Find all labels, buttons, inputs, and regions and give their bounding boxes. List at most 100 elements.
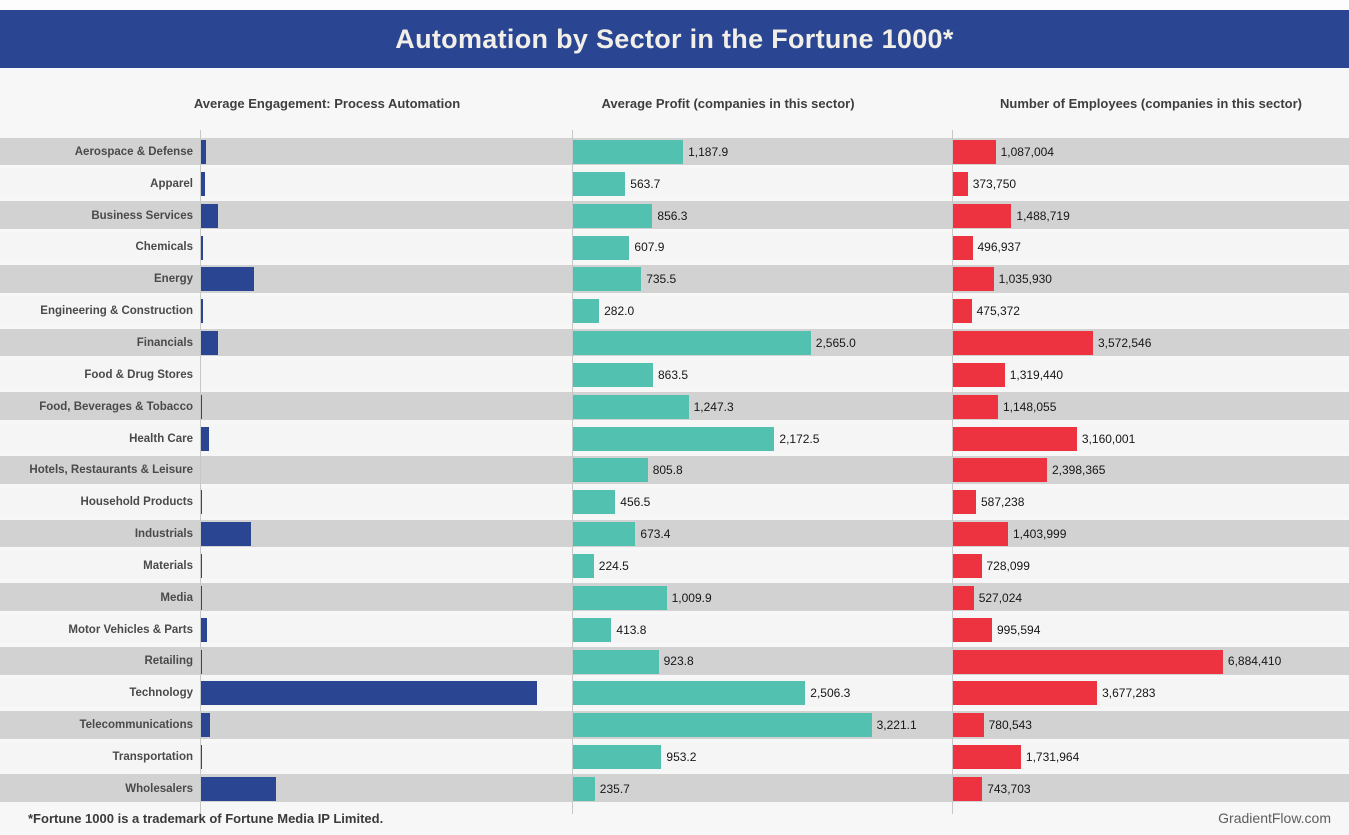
sector-row-engineering-construction: Engineering & Construction 282.0 475,372: [0, 295, 1349, 327]
row-stripe: [0, 487, 1349, 516]
sector-label: Telecommunications: [79, 719, 193, 732]
sector-row-industrials: Industrials 673.4 1,403,999: [0, 518, 1349, 550]
profit-value: 282.0: [604, 304, 635, 319]
employees-value: 3,677,283: [1102, 686, 1156, 701]
employees-value: 1,087,004: [1000, 144, 1054, 159]
profit-value: 1,187.9: [688, 144, 729, 159]
engagement-bar: [201, 426, 210, 451]
profit-bar: [573, 713, 872, 738]
employees-bar: [953, 299, 972, 324]
profit-bar: [573, 299, 600, 324]
profit-bar: [573, 458, 648, 483]
profit-bar: [573, 617, 612, 642]
employees-bar: [953, 203, 1012, 228]
sector-label: Chemicals: [135, 241, 193, 254]
engagement-bar: [201, 617, 207, 642]
employees-bar: [953, 681, 1098, 706]
column-header-engagement: Average Engagement: Process Automation: [193, 96, 461, 111]
sector-row-media: Media 1,009.9 527,024: [0, 582, 1349, 614]
sector-row-telecommunications: Telecommunications 3,221.1 780,543: [0, 709, 1349, 741]
employees-bar: [953, 426, 1077, 451]
engagement-bar: [201, 267, 255, 292]
profit-bar: [573, 362, 653, 387]
profit-value: 673.4: [640, 527, 671, 542]
sector-row-apparel: Apparel 563.7 373,750: [0, 168, 1349, 200]
employees-value: 496,937: [977, 240, 1021, 255]
profit-value: 805.8: [652, 463, 683, 478]
profit-value: 563.7: [630, 176, 661, 191]
engagement-bar: [201, 681, 537, 706]
profit-value: 923.8: [663, 654, 694, 669]
engagement-bar: [201, 394, 203, 419]
sector-row-aerospace-defense: Aerospace & Defense 1,187.9 1,087,004: [0, 136, 1349, 168]
chart-rows: Aerospace & Defense 1,187.9 1,087,004 Appar…: [0, 136, 1349, 805]
engagement-bar: [201, 235, 203, 260]
profit-bar: [573, 331, 811, 356]
profit-value: 2,565.0: [815, 335, 856, 350]
employees-bar: [953, 776, 983, 801]
column-header-profit: Average Profit (companies in this sector…: [601, 96, 855, 111]
employees-value: 1,148,055: [1003, 399, 1057, 414]
engagement-bar: [201, 299, 203, 324]
profit-value: 2,506.3: [810, 686, 851, 701]
profit-bar: [573, 681, 806, 706]
sector-row-financials: Financials 2,565.0 3,572,546: [0, 327, 1349, 359]
employees-value: 3,160,001: [1081, 431, 1136, 446]
employees-bar: [953, 585, 974, 610]
employees-bar: [953, 713, 984, 738]
column-header-employees: Number of Employees (companies in this s…: [1000, 96, 1302, 111]
employees-value: 373,750: [972, 176, 1017, 191]
sector-row-chemicals: Chemicals 607.9 496,937: [0, 232, 1349, 264]
profit-bar: [573, 171, 626, 196]
profit-value: 1,247.3: [693, 399, 734, 414]
employees-bar: [953, 490, 976, 515]
engagement-bar: [201, 745, 203, 770]
sector-label: Engineering & Construction: [40, 305, 193, 318]
sector-label: Media: [160, 591, 193, 604]
sector-label: Financials: [136, 336, 193, 349]
employees-axis-line: [952, 130, 953, 814]
employees-value: 2,398,365: [1052, 463, 1106, 478]
sector-label: Energy: [154, 273, 193, 286]
employees-value: 6,884,410: [1227, 654, 1282, 669]
sector-row-food-beverages-tobacco: Food, Beverages & Tobacco 1,247.3 1,148,05…: [0, 391, 1349, 423]
profit-bar: [573, 426, 775, 451]
employees-bar: [953, 267, 994, 292]
sector-label: Technology: [129, 687, 193, 700]
sector-row-household-products: Household Products 456.5 587,238: [0, 486, 1349, 518]
sector-row-retailing: Retailing 923.8 6,884,410: [0, 646, 1349, 678]
profit-value: 3,221.1: [876, 718, 917, 733]
sector-label: Industrials: [134, 528, 193, 541]
row-stripe: [0, 201, 1349, 230]
employees-bar: [953, 235, 973, 260]
engagement-bar: [201, 776, 276, 801]
sector-row-transportation: Transportation 953.2 1,731,964: [0, 741, 1349, 773]
profit-value: 456.5: [620, 495, 651, 510]
profit-value: 953.2: [666, 749, 697, 764]
sector-row-materials: Materials 224.5 728,099: [0, 550, 1349, 582]
source-credit: GradientFlow.com: [1218, 810, 1331, 826]
sector-row-energy: Energy 735.5 1,035,930: [0, 263, 1349, 295]
row-stripe: [0, 360, 1349, 389]
profit-value: 1,009.9: [671, 590, 712, 605]
engagement-bar: [201, 522, 252, 547]
sector-row-technology: Technology 2,506.3 3,677,283: [0, 677, 1349, 709]
employees-value: 1,488,719: [1016, 208, 1070, 223]
profit-bar: [573, 267, 642, 292]
employees-bar: [953, 553, 982, 578]
employees-value: 3,572,546: [1098, 335, 1152, 350]
row-stripe: [0, 233, 1349, 261]
employees-bar: [953, 331, 1093, 356]
sector-label: Apparel: [150, 177, 193, 190]
profit-bar: [573, 585, 667, 610]
page-title: Automation by Sector in the Fortune 1000…: [395, 23, 954, 54]
row-stripe: [0, 455, 1349, 484]
employees-value: 587,238: [981, 495, 1025, 510]
employees-bar: [953, 649, 1223, 674]
profit-value: 863.5: [658, 367, 689, 382]
engagement-bar: [201, 140, 206, 164]
profit-bar: [573, 394, 689, 419]
employees-value: 995,594: [997, 622, 1041, 637]
sector-row-food-drug-stores: Food & Drug Stores 863.5 1,319,440: [0, 359, 1349, 391]
row-stripe: [0, 742, 1349, 771]
